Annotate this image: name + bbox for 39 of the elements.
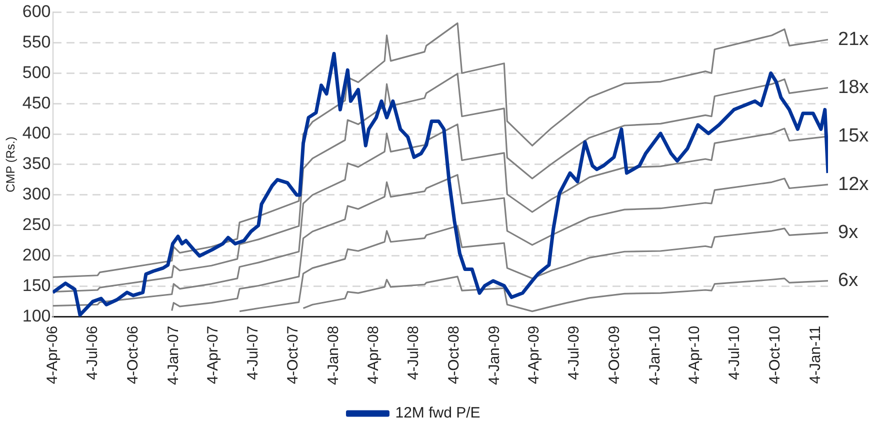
x-tick-label: 4-Apr-10 xyxy=(686,326,703,384)
x-tick-label: 4-Jan-11 xyxy=(806,326,824,384)
x-tick-label: 4-Apr-06 xyxy=(44,326,61,384)
y-tick-label: 400 xyxy=(22,124,51,143)
x-tick-label: 4-Jul-07 xyxy=(244,326,262,380)
y-tick-label: 300 xyxy=(22,184,51,204)
x-tick-label: 4-Apr-08 xyxy=(365,326,382,384)
x-tick-label: 4-Oct-07 xyxy=(284,326,302,384)
x-tick-label: 4-Oct-10 xyxy=(766,326,784,384)
x-tick-label: 4-Jul-06 xyxy=(84,326,101,380)
x-tick-label: 4-Jul-10 xyxy=(726,326,743,380)
x-tick-label: 4-Jul-09 xyxy=(566,326,583,380)
y-tick-label: 100 xyxy=(22,306,51,326)
x-tick-label: 4-Apr-07 xyxy=(204,326,222,384)
x-tick-label: 4-Oct-09 xyxy=(606,326,623,384)
y-tick-label: 450 xyxy=(22,93,51,112)
y-axis-title: CMP (Rs.) xyxy=(4,136,18,192)
legend-label: 12M fwd P/E xyxy=(395,404,480,422)
series-label: 9x xyxy=(838,222,859,243)
y-tick-label: 250 xyxy=(22,215,51,234)
x-tick-label: 4-Jan-08 xyxy=(325,326,342,385)
series-label: 18x xyxy=(838,76,870,98)
series-label: 12x xyxy=(838,174,870,195)
series-label: 15x xyxy=(838,126,870,147)
x-tick-label: 4-Oct-08 xyxy=(446,326,463,384)
series-label: 21x xyxy=(838,28,870,50)
x-tick-label: 4-Jul-08 xyxy=(405,326,422,380)
x-tick-label: 4-Apr-09 xyxy=(526,326,543,384)
x-tick-label: 4-Jan-07 xyxy=(164,326,182,385)
series-label: 6x xyxy=(838,270,859,292)
x-tick-label: 4-Oct-06 xyxy=(124,326,142,384)
y-tick-label: 500 xyxy=(22,62,51,82)
y-tick-label: 350 xyxy=(22,154,51,174)
y-tick-label: 600 xyxy=(22,2,51,21)
y-tick-label: 150 xyxy=(22,276,51,296)
y-tick-label: 200 xyxy=(22,246,51,265)
x-tick-label: 4-Jan-09 xyxy=(486,326,504,385)
x-tick-label: 4-Jan-10 xyxy=(646,326,664,385)
y-tick-label: 550 xyxy=(22,32,51,52)
